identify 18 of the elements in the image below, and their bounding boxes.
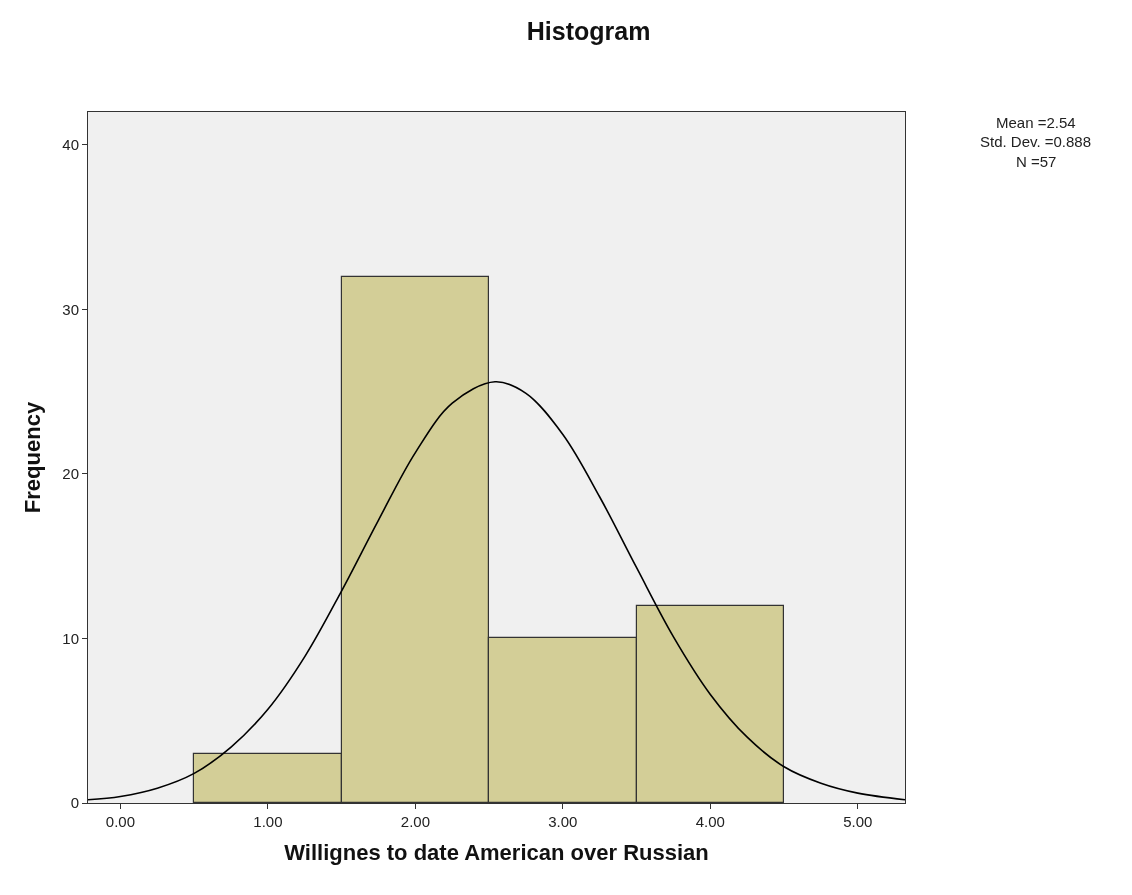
text: N =57 (1016, 153, 1057, 170)
y-tick-label: 40 (62, 136, 79, 154)
chart-title: Histogram (526, 16, 651, 45)
text: Std. Dev. =0.888 (980, 133, 1092, 150)
y-tick-label: 10 (62, 629, 79, 647)
y-tick-label: 20 (62, 465, 79, 483)
x-tick-label: 0.00 (105, 813, 136, 830)
y-tick-label: 30 (62, 300, 79, 318)
x-tick-label: 1.00 (253, 813, 283, 830)
x-tick-label: 4.00 (695, 813, 725, 830)
y-tick-label: 0 (70, 794, 79, 812)
y-axis-title: Frequency (20, 401, 46, 514)
x-tick-label: 3.00 (548, 813, 578, 830)
x-tick-label: 2.00 (400, 813, 430, 830)
text: Mean =2.54 (996, 114, 1076, 131)
x-tick-label: 5.00 (843, 813, 873, 830)
x-axis-title: Willignes to date American over Russian (284, 839, 709, 865)
line-series (88, 381, 905, 801)
